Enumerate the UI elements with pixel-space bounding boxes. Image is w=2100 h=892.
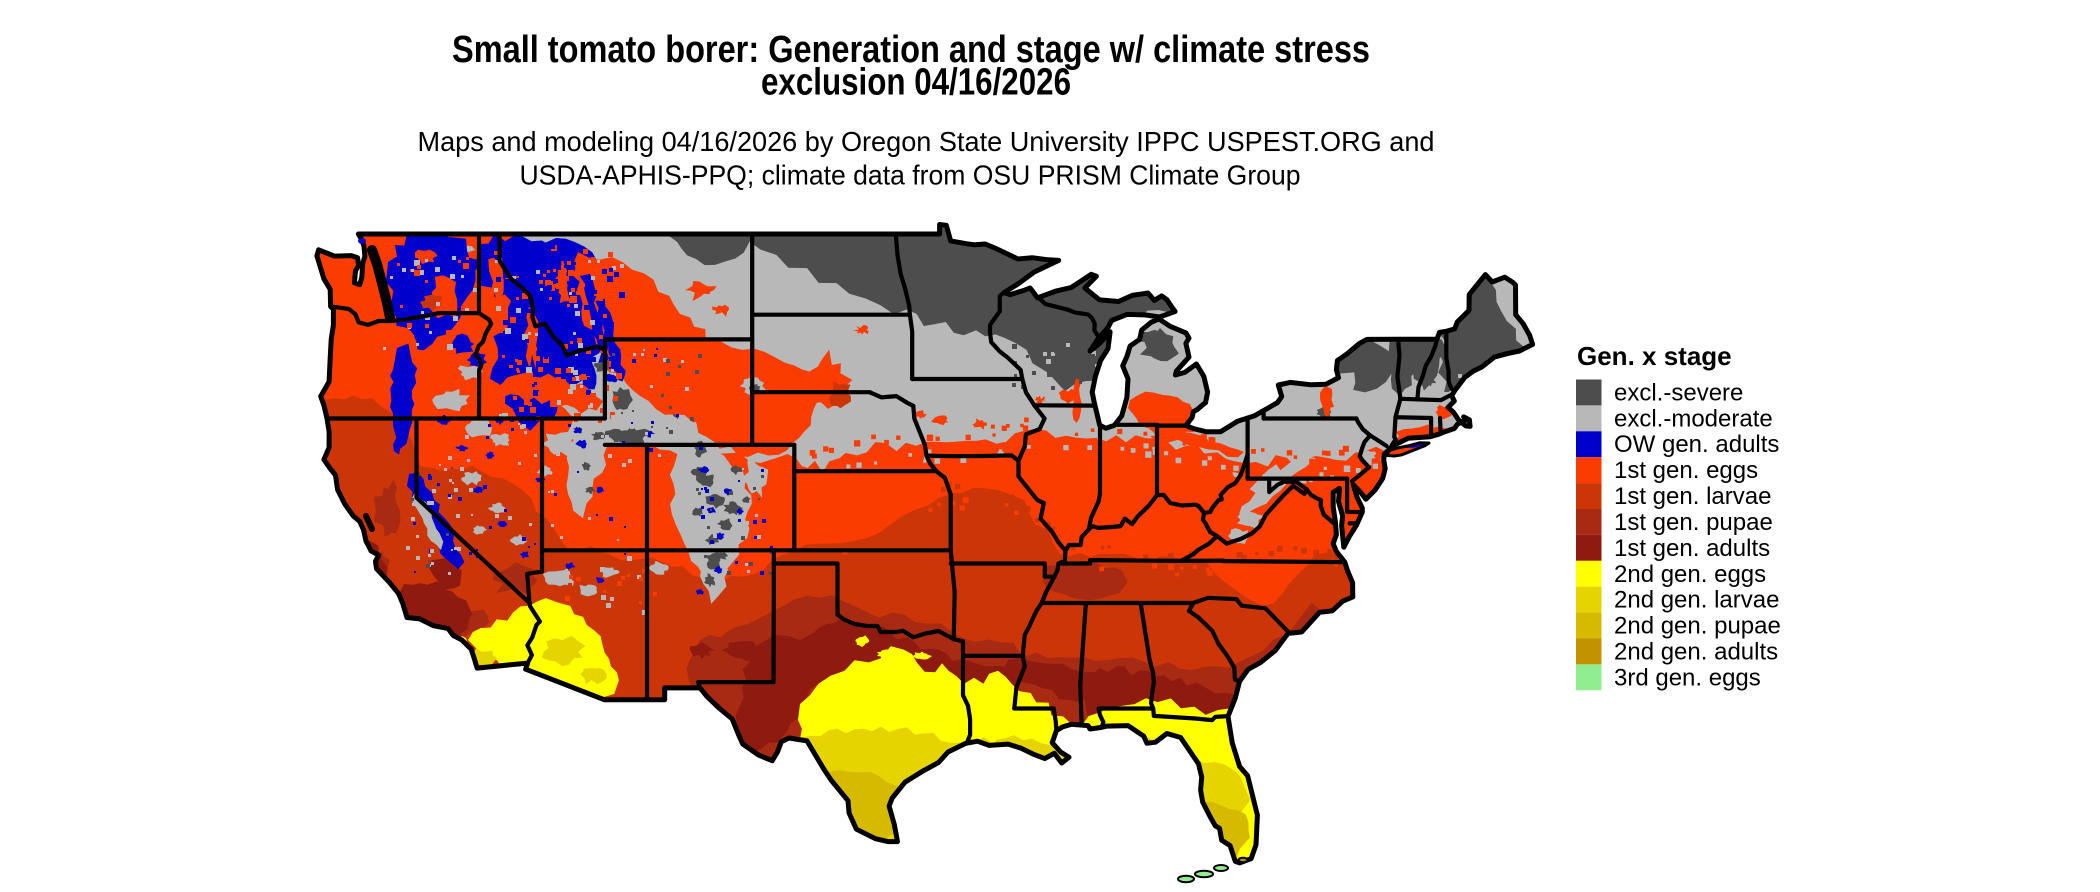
svg-text:OW gen. adults: OW gen. adults: [1614, 431, 1779, 458]
svg-text:exclusion 04/16/2026: exclusion 04/16/2026: [761, 62, 1071, 104]
svg-text:USDA-APHIS-PPQ; climate data f: USDA-APHIS-PPQ; climate data from OSU PR…: [520, 160, 1301, 191]
svg-text:Small tomato borer: Generation: Small tomato borer: Generation and stage…: [452, 29, 1370, 71]
svg-text:Gen. x stage: Gen. x stage: [1577, 341, 1732, 371]
svg-text:1st gen. larvae: 1st gen. larvae: [1614, 483, 1771, 510]
svg-text:3rd gen. eggs: 3rd gen. eggs: [1614, 664, 1761, 691]
svg-text:1st gen. adults: 1st gen. adults: [1614, 535, 1770, 562]
svg-text:excl.-severe: excl.-severe: [1614, 379, 1743, 406]
svg-text:2nd gen. eggs: 2nd gen. eggs: [1614, 561, 1766, 588]
svg-text:excl.-moderate: excl.-moderate: [1614, 405, 1773, 432]
svg-text:Maps and modeling 04/16/2026 b: Maps and modeling 04/16/2026 by Oregon S…: [418, 126, 1435, 157]
svg-text:1st gen. eggs: 1st gen. eggs: [1614, 457, 1758, 484]
svg-text:1st gen. pupae: 1st gen. pupae: [1614, 509, 1773, 536]
svg-text:2nd gen. adults: 2nd gen. adults: [1614, 639, 1778, 666]
svg-text:2nd gen. pupae: 2nd gen. pupae: [1614, 613, 1781, 640]
svg-text:2nd gen. larvae: 2nd gen. larvae: [1614, 587, 1779, 614]
